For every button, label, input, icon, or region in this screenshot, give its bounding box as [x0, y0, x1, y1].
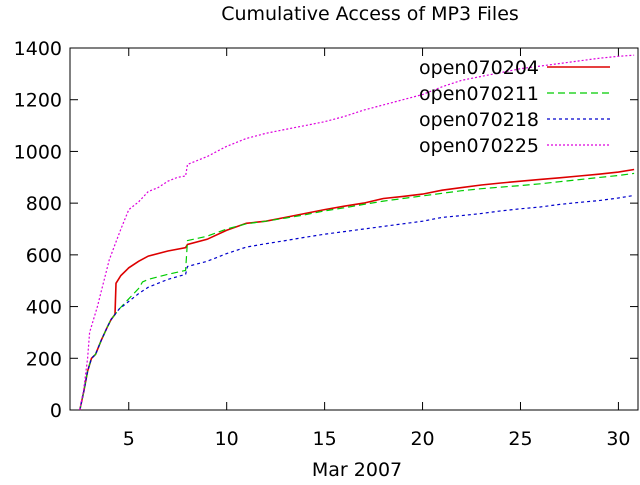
- y-tick-label: 1000: [14, 141, 62, 163]
- y-tick-label: 400: [26, 297, 62, 319]
- x-axis-label: Mar 2007: [312, 459, 402, 481]
- chart-title: Cumulative Access of MP3 Files: [221, 3, 519, 25]
- legend-label-open070211: open070211: [419, 83, 539, 105]
- series-line-open070225: [79, 54, 635, 411]
- legend-label-open070204: open070204: [419, 57, 539, 79]
- y-tick-label: 600: [26, 245, 62, 267]
- plot-area: 0 200 400 600 800 1000 1200 1400 5 10 15 20 25 30: [14, 38, 639, 450]
- legend-label-open070225: open070225: [419, 135, 539, 157]
- x-tick-label: 15: [313, 428, 337, 450]
- y-tick-label: 800: [26, 193, 62, 215]
- legend: open070204 open070211 open070218 open070225: [419, 57, 610, 157]
- plot-frame: [69, 47, 639, 411]
- x-tick-label: 30: [606, 428, 630, 450]
- legend-label-open070218: open070218: [419, 109, 539, 131]
- x-tick-label: 10: [215, 428, 239, 450]
- y-tick-label: 200: [26, 348, 62, 370]
- x-tick-label: 5: [123, 428, 135, 450]
- series-layer: [79, 54, 635, 411]
- series-line-open070204: [79, 168, 635, 411]
- y-tick-label: 1200: [14, 90, 62, 112]
- series-line-open070218: [79, 194, 635, 411]
- x-tick-label: 25: [508, 428, 532, 450]
- y-tick-label: 0: [50, 400, 62, 422]
- series-line-open070211: [79, 172, 635, 411]
- x-tick-label: 20: [410, 428, 434, 450]
- y-tick-label: 1400: [14, 38, 62, 60]
